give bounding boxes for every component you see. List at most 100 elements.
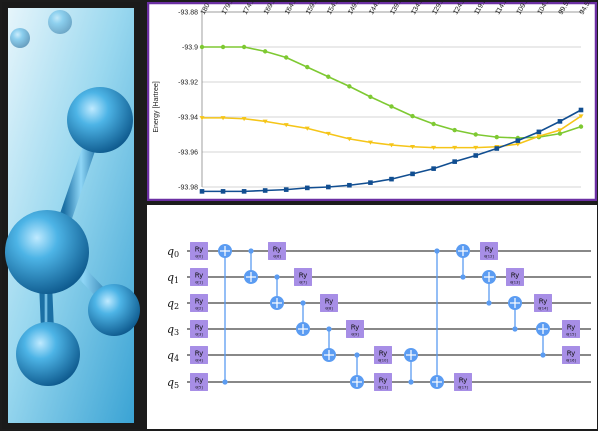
ry-gate: Ryθ[15] [562, 320, 580, 338]
ry-gate-param: θ[14] [538, 307, 548, 311]
data-point [494, 134, 499, 140]
qubit-base: q [167, 297, 174, 310]
energy-line-chart: -93.88-93.9-93.92-93.94-93.96-93.98 1801… [147, 2, 597, 201]
chart-frame [147, 2, 597, 201]
qubit-base: q [167, 323, 174, 336]
data-point [241, 44, 247, 50]
ry-gate-label: Ry [511, 272, 520, 280]
data-point [347, 182, 352, 188]
ry-gate: Ryθ[13] [506, 268, 524, 286]
data-point [410, 171, 415, 177]
ry-gate-label: Ry [351, 324, 360, 332]
qubit-label: q2 [167, 297, 179, 311]
data-point [536, 129, 542, 135]
ry-gate-label: Ry [195, 246, 204, 254]
ry-gate: Ryθ[3] [190, 320, 208, 338]
atom [67, 87, 133, 153]
data-point [262, 49, 268, 54]
data-point [557, 131, 563, 136]
ry-gate-param: θ[2] [195, 307, 203, 311]
y-axis-label: Energy [Hartree] [153, 81, 160, 132]
qubit-base: q [167, 271, 174, 284]
data-point [515, 138, 521, 143]
qubit-index: 1 [174, 276, 179, 285]
ry-gate: Ryθ[6] [268, 242, 286, 260]
data-point [389, 143, 394, 148]
qubit-index: 4 [174, 354, 179, 363]
ry-gate: Ryθ[4] [190, 346, 208, 364]
data-point [578, 114, 584, 119]
data-point [494, 146, 500, 151]
ry-gate: Ryθ[10] [374, 346, 392, 364]
cnot-gate [350, 352, 364, 389]
qubit-label: q0 [167, 245, 179, 259]
ry-gate-param: θ[7] [299, 281, 307, 285]
ry-gate-label: Ry [567, 350, 576, 358]
data-point [578, 107, 584, 113]
cnot-gate [456, 244, 470, 280]
data-point [515, 142, 521, 147]
atom [5, 210, 89, 294]
qubit-index: 5 [174, 381, 179, 390]
data-point [241, 189, 247, 194]
ry-gate-param: θ[1] [195, 281, 203, 285]
data-point [557, 119, 563, 124]
data-point [325, 131, 331, 137]
qubit-index: 3 [174, 328, 179, 337]
qubit-label: q4 [167, 349, 179, 363]
data-point [283, 187, 289, 192]
cnot-gate [430, 248, 444, 389]
ry-gate-param: θ[12] [484, 255, 494, 259]
data-point [536, 134, 542, 139]
ry-gate-param: θ[4] [195, 359, 203, 363]
ry-gate-label: Ry [325, 298, 334, 306]
cnot-gate [508, 296, 522, 332]
data-point [220, 189, 226, 194]
molecule-photo [2, 2, 140, 429]
data-point [199, 189, 205, 194]
y-tick-label: -93.9 [182, 45, 198, 52]
ry-gate-param: θ[0] [195, 255, 203, 259]
y-tick-label: -93.92 [178, 80, 198, 87]
small-atom [10, 28, 30, 48]
ry-gate: Ryθ[1] [190, 268, 208, 286]
data-point [304, 126, 310, 131]
ry-gate: Ryθ[14] [534, 294, 552, 312]
qubit-label: q3 [167, 323, 179, 337]
data-point [326, 74, 331, 79]
quantum-circuit: q0 q1 q2 q3 q4 q5 Ry θ[0] Ry θ[1] Ry θ[2] Ry θ[3] Ry θ… [147, 205, 597, 429]
data-point [347, 84, 352, 89]
data-point [241, 116, 247, 122]
ry-gate-param: θ[16] [566, 359, 576, 363]
data-point [410, 144, 416, 150]
ry-gate-label: Ry [379, 350, 388, 358]
data-point [452, 145, 458, 151]
qubit-base: q [167, 245, 174, 258]
ry-gate-label: Ry [485, 246, 494, 254]
data-point [452, 159, 457, 164]
cnot-gate [322, 326, 336, 362]
qubit-label: q1 [167, 271, 179, 285]
data-point [220, 44, 226, 50]
y-tick-label: -93.94 [178, 115, 198, 122]
ry-gate-label: Ry [195, 350, 204, 358]
cnot-gate [270, 274, 284, 310]
atom [16, 322, 80, 386]
ry-gate-label: Ry [195, 377, 204, 385]
data-point [473, 145, 479, 151]
data-point [431, 166, 436, 171]
cnot-gate [244, 248, 258, 284]
data-point [389, 104, 394, 109]
qubit-base: q [167, 376, 174, 389]
ry-gate: Ryθ[8] [320, 294, 338, 312]
ry-gate: Ryθ[9] [346, 320, 364, 338]
x-tick-label: 180 [200, 2, 212, 16]
data-point [368, 180, 373, 185]
qubit-index: 2 [174, 302, 179, 311]
ry-gate: Ryθ[12] [480, 242, 498, 260]
ry-gate-label: Ry [195, 272, 204, 280]
data-point [368, 94, 373, 100]
ry-gate: Ryθ[5] [190, 373, 208, 391]
energy-chart: -93.88-93.9-93.92-93.94-93.96-93.98 1801… [147, 2, 597, 201]
